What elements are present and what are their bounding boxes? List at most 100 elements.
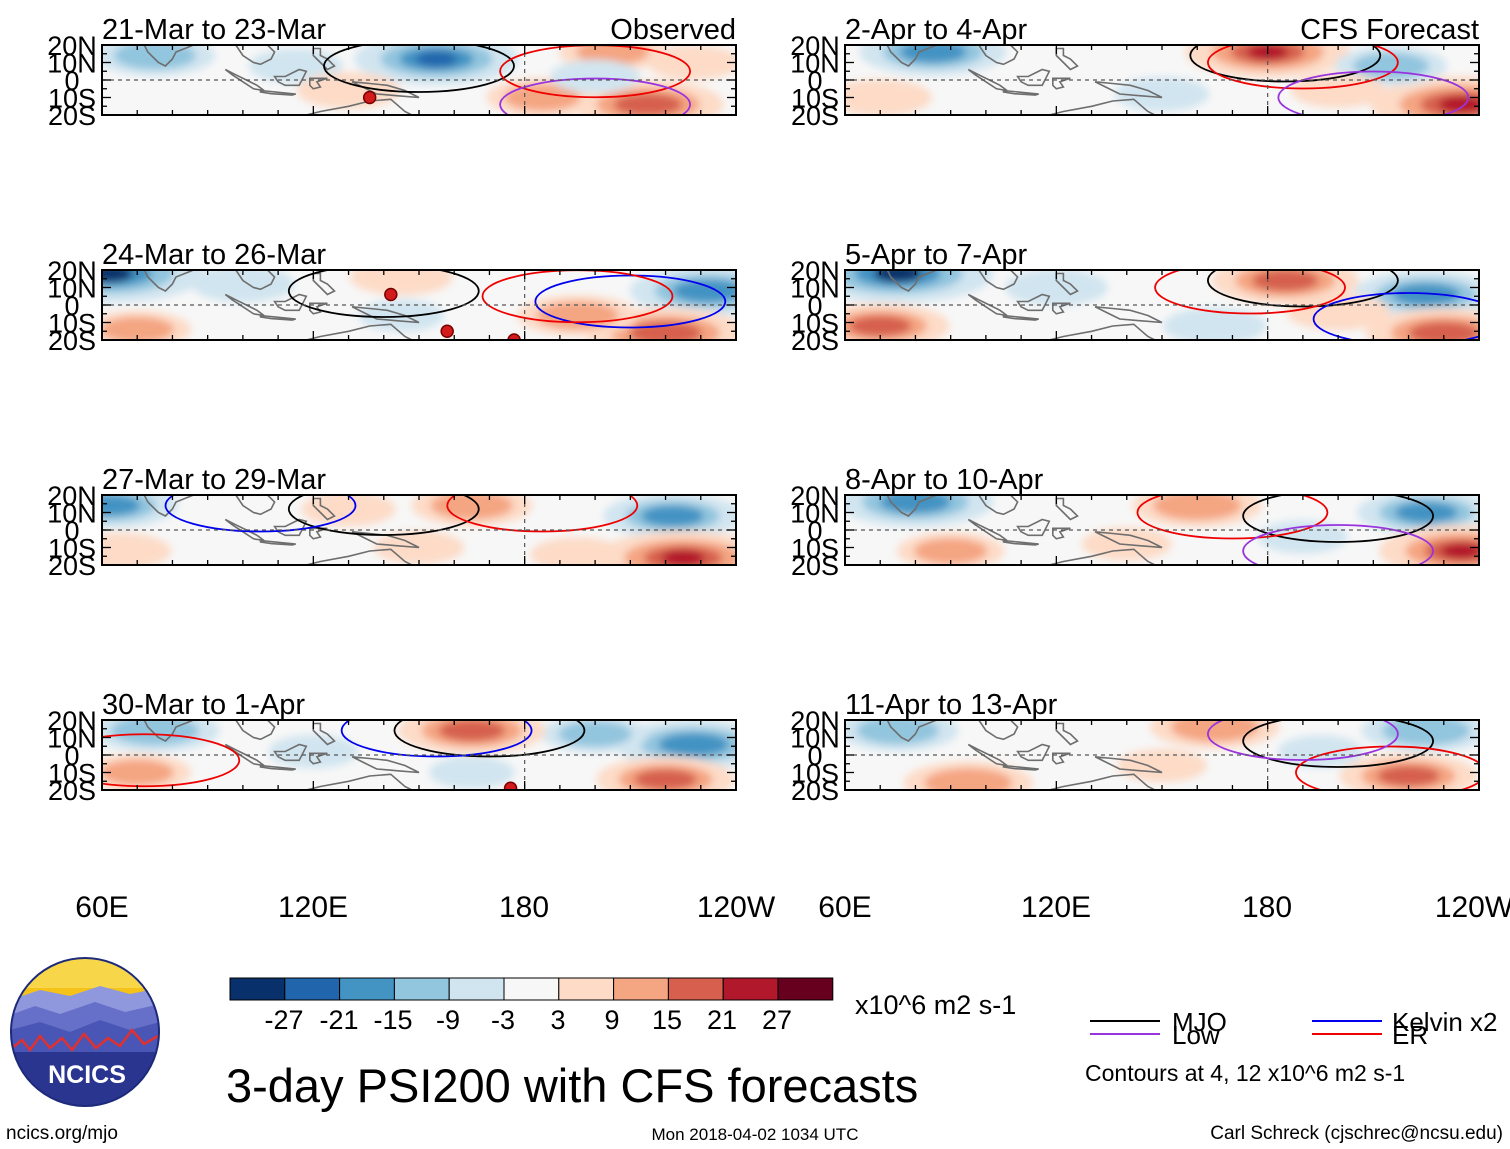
anomaly-cell	[613, 93, 683, 115]
coastline	[886, 45, 937, 67]
lat-tick-label: 20N	[47, 31, 97, 61]
lon-tick-60e: 60E	[818, 891, 871, 924]
colorbar-units: x10^6 m2 s-1	[855, 990, 1016, 1020]
anomaly-cell	[349, 270, 453, 296]
coastline	[1002, 764, 1039, 771]
lat-tick-label: 20N	[790, 31, 840, 61]
anomaly-cell	[416, 51, 458, 67]
anomaly-cell	[102, 316, 174, 340]
coastline	[1094, 81, 1163, 99]
lat-tick-label: 20S	[48, 326, 96, 356]
anomaly-cell	[1153, 495, 1242, 521]
coastline	[309, 752, 328, 765]
coastline	[1094, 756, 1163, 774]
lat-tick-label: 10S	[48, 534, 96, 564]
lon-tick-180: 180	[499, 891, 549, 924]
anomaly-cell	[1393, 283, 1460, 306]
lon-tick-120e: 120E	[278, 891, 348, 924]
lat-tick-label: 10N	[790, 499, 840, 529]
colorbar-swatch	[558, 977, 615, 1001]
anomaly-cell	[1257, 520, 1348, 554]
figure-title: 3-day PSI200 with CFS forecasts	[226, 1059, 918, 1112]
colorbar-tick: -15	[373, 1005, 412, 1035]
colorbar-swatch	[284, 977, 341, 1001]
colorbar-swatch	[667, 977, 724, 1001]
lat-tick-label: 0	[64, 741, 79, 771]
lat-tick-label: 0	[807, 66, 822, 96]
coastline	[1045, 773, 1157, 790]
anomaly-cell	[1438, 96, 1479, 113]
colorbar-swatch	[393, 977, 450, 1001]
anomaly-cell	[1004, 270, 1108, 306]
anomaly-cell	[924, 768, 1013, 790]
lat-tick-label: 0	[807, 741, 822, 771]
coastline	[273, 293, 308, 312]
panel-title: 2-Apr to 4-Apr	[845, 14, 1027, 46]
coastline	[351, 81, 420, 99]
coastline	[977, 270, 1019, 291]
coastline	[234, 45, 276, 66]
lon-tick-60e: 60E	[75, 891, 128, 924]
contour-low	[499, 77, 691, 115]
lat-tick-label: 20S	[48, 101, 96, 131]
lat-tick-label: 10S	[791, 534, 839, 564]
coastline	[259, 764, 296, 771]
coastline	[1016, 518, 1051, 537]
coastline	[309, 77, 328, 90]
coastline	[1052, 302, 1071, 315]
anomaly-cell	[113, 45, 196, 70]
anomaly-cell	[530, 537, 625, 565]
lat-tick-label: 0	[807, 516, 822, 546]
contour-mjo	[1242, 495, 1434, 543]
anomaly-cell	[1252, 270, 1319, 292]
coastline	[1055, 47, 1079, 71]
contour-er	[1136, 495, 1329, 540]
lat-tick-label: 20N	[47, 481, 97, 511]
coastline	[234, 495, 276, 516]
lat-tick-label: 20N	[790, 481, 840, 511]
colorbar-swatch	[613, 977, 669, 1001]
coastline	[312, 47, 336, 71]
coastline	[143, 720, 194, 742]
legend-label-low: Low	[1172, 1020, 1220, 1050]
lat-tick-label: 10N	[790, 49, 840, 79]
colorbar-swatch	[339, 977, 395, 1001]
coastline	[234, 270, 276, 291]
coastline	[302, 548, 414, 565]
panel-title: 24-Mar to 26-Mar	[102, 239, 326, 271]
logo-text: NCICS	[48, 1061, 126, 1089]
contour-mjo	[287, 270, 480, 318]
coastline	[1016, 293, 1051, 312]
contour-low	[1277, 70, 1470, 115]
anomaly-cell	[1290, 73, 1386, 108]
lat-tick-label: 10S	[48, 759, 96, 789]
colorbar-swatch	[722, 977, 779, 1001]
lat-tick-label: 10N	[47, 499, 97, 529]
colorbar-swatch	[229, 977, 286, 1001]
anomaly-cell	[1377, 765, 1440, 787]
contour-mjo	[1242, 720, 1434, 768]
coastline	[259, 314, 296, 321]
anomaly-cell	[429, 756, 515, 789]
lat-tick-label: 20N	[47, 256, 97, 286]
colorbar-tick: -27	[264, 1005, 303, 1035]
colorbar-tick: 15	[652, 1005, 682, 1035]
coastline	[1045, 548, 1157, 565]
anomaly-cell	[661, 549, 705, 565]
coastline	[1002, 314, 1039, 321]
contour-kelvin	[340, 720, 533, 758]
panel-title: 21-Mar to 23-Mar	[102, 14, 326, 46]
contour-er	[1154, 270, 1346, 315]
site-url: ncics.org/mjo	[6, 1123, 118, 1144]
colorbar-tick: 9	[604, 1005, 619, 1035]
coastline	[1002, 539, 1039, 546]
contour-kelvin	[164, 495, 357, 533]
lat-tick-label: 20S	[791, 776, 839, 806]
